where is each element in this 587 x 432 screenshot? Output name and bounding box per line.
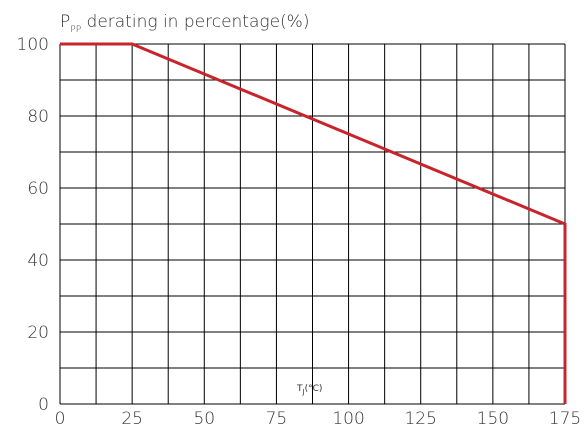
chart-title-rest: derating in percentage(%)	[81, 12, 309, 32]
x-tick-label: 125	[404, 409, 436, 429]
y-tick-label: 20	[27, 323, 49, 343]
x-tick-label: 0	[55, 409, 66, 429]
chart-title-main: P	[60, 12, 70, 32]
y-tick-label: 0	[38, 395, 49, 415]
x-axis-label: TJ(°C)	[296, 384, 322, 396]
derating-curve	[60, 42, 567, 404]
y-tick-label: 100	[17, 35, 49, 55]
x-axis-label-sub: J	[302, 388, 305, 396]
chart-title: PPP derating in percentage(%)	[60, 12, 309, 35]
x-tick-label: 25	[121, 409, 143, 429]
x-tick-label: 100	[332, 409, 364, 429]
grid	[59, 43, 566, 405]
x-tick-label: 150	[477, 409, 509, 429]
y-axis-ticks: 0 20 40 60 80 100	[17, 35, 49, 415]
x-axis-label-rest: (°C)	[305, 384, 323, 394]
x-tick-label: 75	[266, 409, 288, 429]
y-tick-label: 40	[27, 251, 49, 271]
x-tick-label: 50	[193, 409, 215, 429]
y-tick-label: 60	[27, 179, 49, 199]
chart-title-sub: PP	[70, 25, 81, 35]
series	[60, 42, 567, 404]
x-axis-ticks: 0 25 50 75 100 125 150 175	[55, 409, 582, 429]
x-axis-label-main: T	[296, 384, 303, 394]
y-tick-label: 80	[27, 107, 49, 127]
x-tick-label: 175	[549, 409, 581, 429]
